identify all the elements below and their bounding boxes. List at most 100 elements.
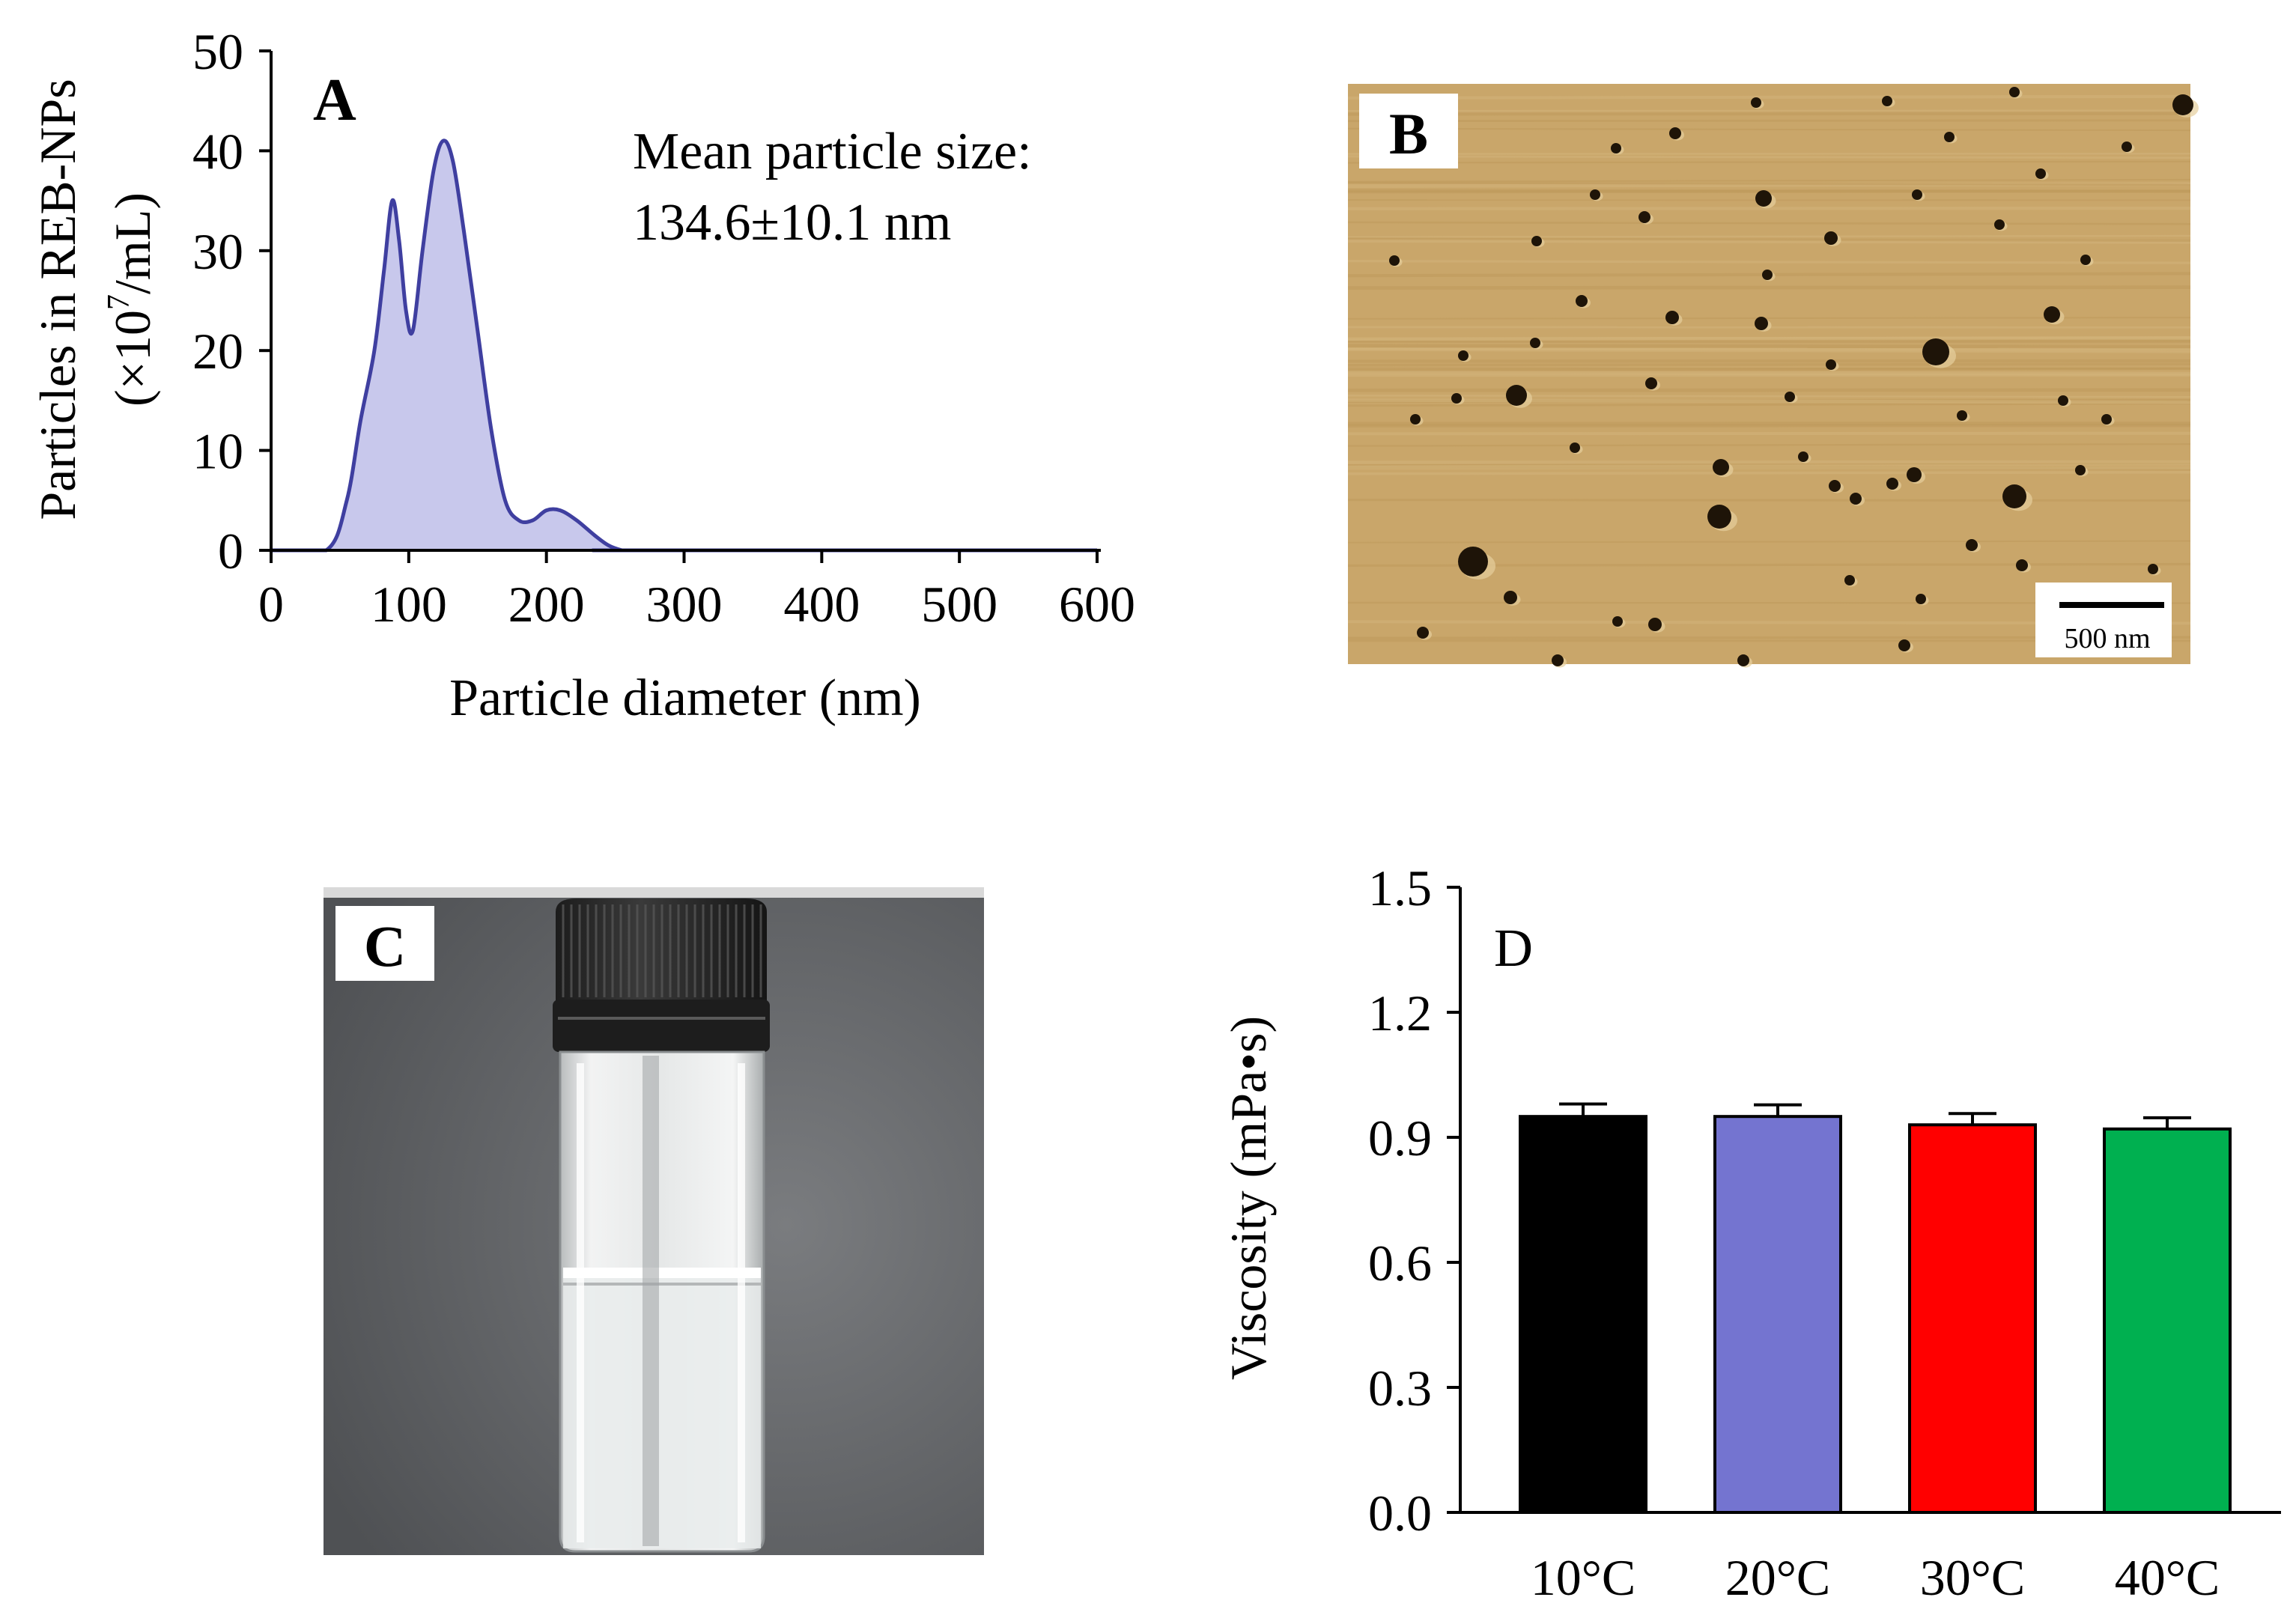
afm-particle (1824, 231, 1838, 245)
afm-particle (1645, 377, 1657, 389)
panel-d-chart: 0.0 0.3 0.6 0.9 1.2 1.5 10°C 20°C 30°C 40°C D Vi… (1220, 860, 2281, 1606)
afm-particle (1898, 639, 1910, 651)
a-y-tick-label: 20 (192, 323, 243, 380)
afm-particle (1785, 392, 1795, 402)
vial-reflection-center (643, 1056, 659, 1546)
afm-particle (2044, 306, 2060, 323)
d-bar-40°C (2103, 1127, 2232, 1515)
a-y-tick-label: 0 (218, 523, 243, 580)
d-x-tick-label: 40°C (2115, 1549, 2220, 1606)
afm-streak (1347, 402, 2191, 407)
d-y-tick-label: 1.2 (1368, 985, 1432, 1041)
afm-particle (2075, 465, 2086, 475)
b-panel-letter: B (1389, 101, 1428, 166)
afm-particle (1751, 97, 1761, 108)
afm-streak (1347, 260, 2191, 264)
afm-particle (1669, 127, 1681, 139)
a-x-tick-label: 100 (371, 576, 447, 633)
afm-particle (1612, 616, 1623, 627)
afm-particle (2058, 395, 2068, 406)
afm-particle (1639, 211, 1650, 223)
scale-bar-label: 500 nm (2064, 623, 2150, 654)
size-distribution-area (271, 140, 1097, 550)
afm-particle (1886, 478, 1898, 490)
afm-streak (1347, 127, 2191, 132)
afm-streak (1347, 237, 2191, 242)
panel-a-chart: 0 10 20 30 40 50 0 100 200 300 400 500 600 A Mean p… (29, 23, 1135, 727)
afm-streak (1347, 94, 2191, 100)
afm-streak (1347, 109, 2191, 113)
afm-particle (1570, 442, 1580, 453)
d-y-axis-label: Viscosity (mPa•s) (1220, 1016, 1277, 1380)
afm-streak (1347, 359, 2191, 363)
afm-particle (1576, 295, 1588, 307)
afm-particle (1755, 190, 1772, 207)
afm-streak (1347, 398, 2191, 404)
d-bar-20°C (1713, 1115, 1842, 1514)
afm-streak (1347, 362, 2191, 367)
a-y-tick-label: 30 (192, 223, 243, 280)
afm-streak (1347, 155, 2191, 159)
afm-particle (1648, 618, 1662, 631)
afm-particle (1944, 132, 1955, 142)
afm-particle (2009, 87, 2020, 97)
a-y-axis-label-line1: Particles in REB-NPs (29, 79, 86, 520)
afm-particle (1882, 96, 1892, 106)
afm-streak (1347, 335, 2191, 341)
afm-nanoparticles (1389, 87, 2199, 668)
afm-particle (1826, 359, 1836, 370)
a-x-tick-label: 200 (508, 576, 585, 633)
afm-streak (1347, 181, 2191, 186)
afm-streak (1347, 442, 2191, 447)
a-y-axis-label-line2: (×107/mL) (102, 192, 161, 407)
afm-particle (1417, 627, 1429, 639)
c-letter-box (335, 906, 434, 981)
afm-particle (1798, 451, 1808, 462)
afm-streak (1347, 189, 2191, 193)
afm-streak (1347, 395, 2191, 398)
afm-streak (1347, 540, 2191, 544)
afm-particle (2035, 168, 2046, 179)
afm-particle (1451, 393, 1462, 404)
d-x-tick-label: 20°C (1725, 1549, 1831, 1606)
afm-particle (1506, 385, 1527, 406)
afm-particle (1994, 219, 2005, 230)
afm-streak (1347, 367, 2191, 372)
panel-b-afm-image: B 500 nm (1347, 84, 2199, 668)
afm-particle (1957, 410, 1967, 421)
afm-streak (1347, 207, 2191, 210)
afm-streak (1347, 424, 2191, 428)
a-x-tick-label: 300 (646, 576, 723, 633)
d-y-tick-label: 0.9 (1368, 1110, 1432, 1167)
afm-streak (1347, 111, 2191, 116)
afm-particle (2016, 559, 2028, 571)
afm-particle (1458, 350, 1469, 361)
afm-streak (1347, 160, 2191, 164)
a-x-tick-label: 400 (783, 576, 860, 633)
afm-particle (1713, 459, 1729, 475)
d-y-tick-label: 0.6 (1368, 1235, 1432, 1292)
afm-particle (1850, 493, 1862, 505)
d-y-tick-label: 1.5 (1368, 860, 1432, 916)
afm-streak (1347, 239, 2191, 244)
a-annotation-line1: Mean particle size: (633, 123, 1032, 180)
afm-particle (2122, 142, 2132, 152)
vial-liquid (563, 1273, 761, 1548)
afm-streak (1347, 221, 2191, 225)
d-bar-30°C (1908, 1123, 2037, 1515)
afm-particle (1912, 189, 1922, 200)
afm-particle (1665, 311, 1679, 324)
vial-reflection-right (738, 1063, 745, 1542)
afm-particle (2101, 414, 2112, 425)
c-panel-letter: C (364, 913, 406, 979)
vial-cap-rim (553, 1000, 770, 1052)
d-bar-10°C (1519, 1115, 1647, 1514)
d-y-tick-label: 0.3 (1368, 1360, 1432, 1417)
afm-particle (1530, 338, 1540, 348)
afm-streak (1347, 463, 2191, 467)
a-y-tick-label: 10 (192, 423, 243, 480)
d-panel-letter: D (1494, 918, 1533, 978)
vial-reflection-left (577, 1063, 584, 1542)
afm-particle (2172, 94, 2193, 115)
afm-particle (1458, 547, 1488, 577)
